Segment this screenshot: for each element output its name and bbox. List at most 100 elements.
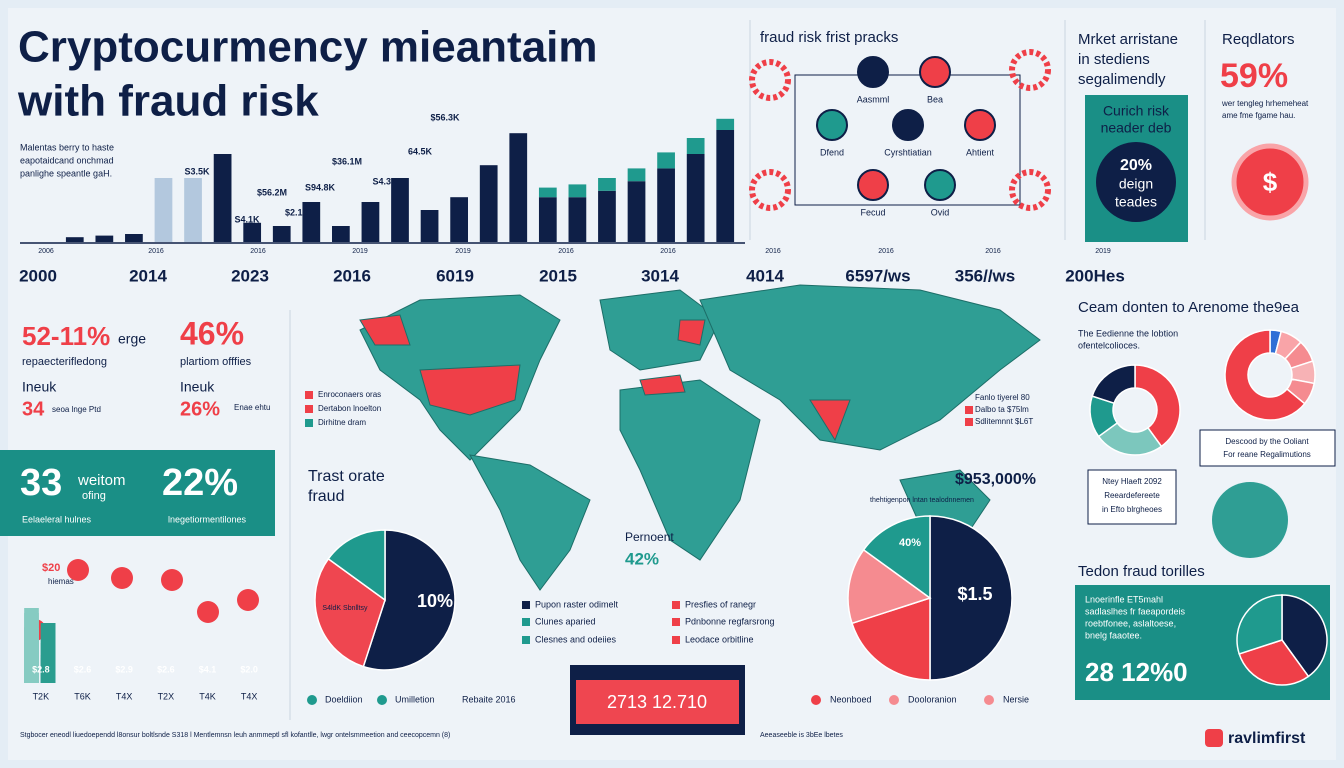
text-label: Ceam donten to Arenome the9ea [1078,299,1300,316]
text-label: 40% [899,537,921,549]
text-label: Enae ehtu [234,403,270,412]
minor-year: 2019 [455,248,471,255]
bar [154,178,173,242]
text-label: lnegetiormentilones [168,514,247,524]
badge [1096,142,1176,222]
map-region [599,289,721,371]
text-label: Dirhitne dram [318,418,366,427]
text-label: seoa lnge Ptd [52,405,101,414]
legend-dot [377,695,387,705]
text-label: Leodace orbitline [685,634,754,644]
bar [243,222,262,242]
map-highlight [419,364,521,416]
text-label: Ineuk [180,379,215,395]
bar [391,178,409,242]
legend-swatch [965,406,973,414]
diagram-node [816,109,848,141]
timeline-label: 2023 [231,266,269,285]
text-label: 34 [22,398,45,420]
text-label: Tedon fraud torilles [1078,563,1205,580]
bar [302,202,321,242]
map-highlight [639,374,686,396]
map-highlight [359,314,411,346]
bar-annotation: 64.5K [408,146,433,156]
bar [686,154,705,242]
text-label: bnelg faaotee. [1085,630,1142,640]
text-label: 26% [180,398,220,420]
bar-annotation: S4.3K [372,176,398,186]
timeline-label: 4014 [746,266,784,285]
bar-tag: $2.8 [32,664,50,674]
pie-slice [847,548,932,625]
text-label: Trast orate [308,468,385,485]
text-label: teades [1115,194,1157,210]
text-label: S4ldK Sbnlltsy [322,605,368,612]
text-label: thehtigenpon lntan tealodnnemen [870,497,974,504]
marker-circle [161,569,183,591]
bar-annotation: $56.3K [430,112,460,122]
timeline-label: 6019 [436,266,474,285]
text-label: 42% [625,549,659,568]
bar [627,168,646,182]
marker-circle [67,559,89,581]
minor-year: 2006 [38,248,54,255]
title: with fraud risk [17,77,319,126]
minor-year: 2016 [148,248,164,255]
panel-title: fraud risk frist pracks [760,29,898,46]
text-label: 52-11% [22,321,110,351]
text-label: Ntey Hlaeft 2092 [1102,477,1162,486]
text-label: Doeldiion [325,694,363,704]
bar-annotation: $36.1M [332,156,362,166]
text-label: Curich risk [1103,103,1170,119]
text-label: in Efto blrgheoes [1102,505,1162,514]
timeline-label: 200Hes [1065,266,1125,285]
text-label: ofing [82,490,106,502]
timeline-label: 3014 [641,266,679,285]
minor-year: 2016 [878,248,894,255]
bar [95,235,114,242]
text-label: ofentelcolioces. [1078,340,1140,350]
ring-decor [749,169,791,211]
text-label: $953,000% [955,471,1036,488]
text-label: fraud [308,488,344,505]
text-label: $1.5 [957,584,992,604]
world-map [359,284,1041,591]
text-label: 59% [1220,57,1288,95]
bar [40,643,56,683]
pie-slice [1236,594,1283,655]
x-tick-label: T2X [158,691,175,701]
text-label: segalimendly [1078,71,1166,88]
text-label: 10% [417,591,453,611]
legend-dot [811,695,821,705]
x-tick-label: T4X [241,691,258,701]
text-label: Dooloranion [908,694,957,704]
text-label: Nersie [1003,694,1029,704]
text-label: Dalbo ta $75lm [975,405,1029,414]
bar [716,118,735,130]
text-label: For reane Regalimutions [1223,450,1311,459]
text-label: The Eedienne the lobtion [1078,328,1178,338]
text-label: Pernoent [625,530,674,544]
legend-swatch [522,636,530,644]
map-region [619,379,761,561]
logo-icon [1205,729,1223,747]
node-label: Dfend [820,147,844,157]
bar [332,226,350,242]
text-label: Pupon raster odimelt [535,599,619,609]
map-highlight [809,399,851,442]
bar-annotation: S3.5K [184,166,210,176]
pie-slice [851,596,931,681]
legend-dot [889,695,899,705]
diagram-node [924,169,956,201]
text-label: $ [1263,167,1278,197]
node-label: Bea [927,94,943,104]
timeline-label: 2000 [19,266,57,285]
legend-swatch [672,601,680,609]
text-label: roebtfonee, aslaltoese, [1085,618,1176,628]
ring-decor [1009,169,1051,211]
bar [361,202,380,242]
x-tick-label: T2K [33,691,50,701]
text-label: Clesnes and odeiies [535,634,617,644]
pie-slice [1281,594,1328,678]
